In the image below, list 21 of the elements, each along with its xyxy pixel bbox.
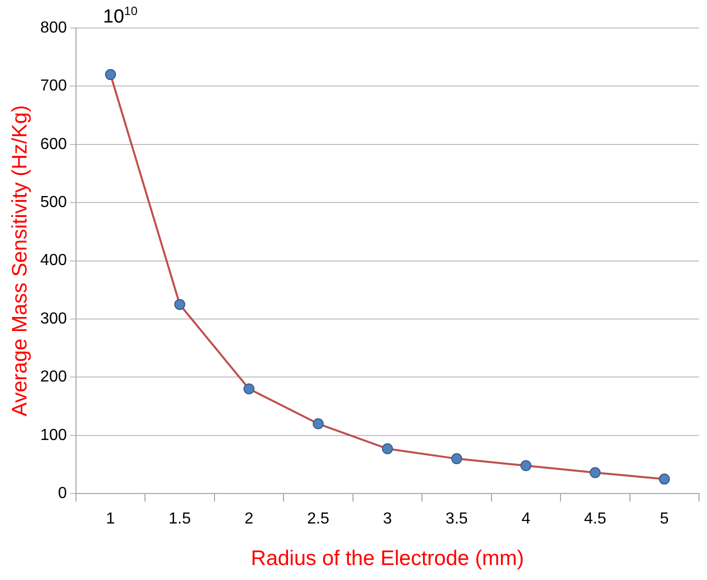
y-tick-label: 0 [58,485,67,502]
y-tick-label: 100 [40,426,67,444]
y-tick-label: 600 [40,136,67,153]
x-tick-label: 2 [244,510,254,528]
text: 10$^{10}$ [103,4,138,28]
y-tick-label: 400 [40,252,67,270]
x-tick-label: 4 [521,510,530,528]
y-axis-title: Average Mass Sensitivity (Hz/Kg) [8,105,32,416]
y-tick-label: 300 [40,310,67,328]
x-tick-label: 1 [106,510,116,528]
y-tick-label: 700 [40,78,67,95]
x-axis-title: Radius of the Electrode (mm) [250,547,524,570]
x-tick-label: 1.5 [168,510,191,528]
y-tick-label: 800 [40,19,67,36]
y-tick-label: 200 [40,368,67,386]
x-tick-label: 2.5 [307,510,330,528]
y-tick-label: 500 [40,194,67,212]
x-tick-label: 4.5 [584,510,606,528]
x-tick-label: 3.5 [446,510,468,528]
x-tick-label: 3 [382,510,392,528]
x-tick-label: 5 [660,510,669,528]
